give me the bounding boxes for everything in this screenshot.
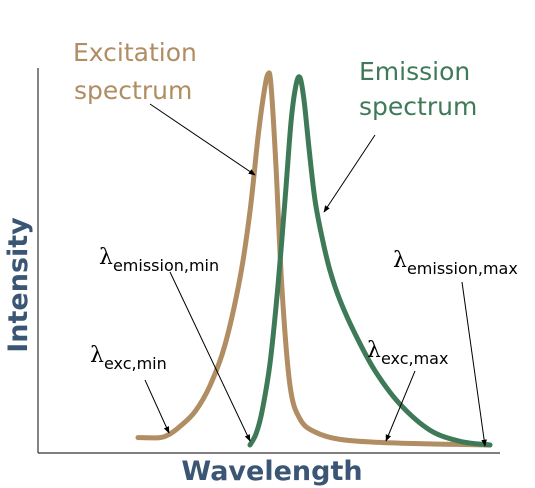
annotation-exc-min: λexc,min bbox=[90, 343, 167, 373]
annotation-emission-max: λemission,max bbox=[393, 248, 518, 278]
annotation-emission-min-symbol: λ bbox=[99, 245, 113, 270]
excitation-label-line2: spectrum bbox=[74, 76, 192, 105]
y-axis-title: Intensity bbox=[3, 217, 34, 353]
annotation-exc-min-sub: exc,min bbox=[104, 354, 167, 373]
excitation-pointer-arrow bbox=[149, 103, 256, 176]
annotation-emission-min-sub: emission,min bbox=[113, 256, 219, 275]
annotation-exc-max-symbol: λ bbox=[367, 338, 381, 363]
series-line-excitation bbox=[135, 70, 493, 448]
annotation-emission-min: λemission,min bbox=[99, 245, 219, 275]
annotation-exc-min-symbol: λ bbox=[90, 343, 104, 368]
emission-pointer-arrow bbox=[323, 134, 376, 213]
emission-label-line2: spectrum bbox=[359, 92, 477, 121]
excitation-label-line1: Excitation bbox=[73, 38, 197, 67]
annotation-emission-max-symbol: λ bbox=[393, 248, 407, 273]
emission-min-arrow bbox=[169, 271, 251, 442]
x-axis-title: Wavelength bbox=[181, 456, 362, 487]
series-line-emission bbox=[247, 74, 493, 448]
annotation-exc-max: λexc,max bbox=[367, 338, 448, 368]
exc-min-arrow bbox=[144, 379, 170, 434]
emission-max-arrow bbox=[461, 281, 487, 447]
emission-label-line1: Emission bbox=[359, 57, 470, 86]
exc-max-arrow bbox=[385, 370, 416, 442]
annotation-emission-max-sub: emission,max bbox=[407, 259, 518, 278]
annotation-exc-max-sub: exc,max bbox=[381, 349, 449, 368]
